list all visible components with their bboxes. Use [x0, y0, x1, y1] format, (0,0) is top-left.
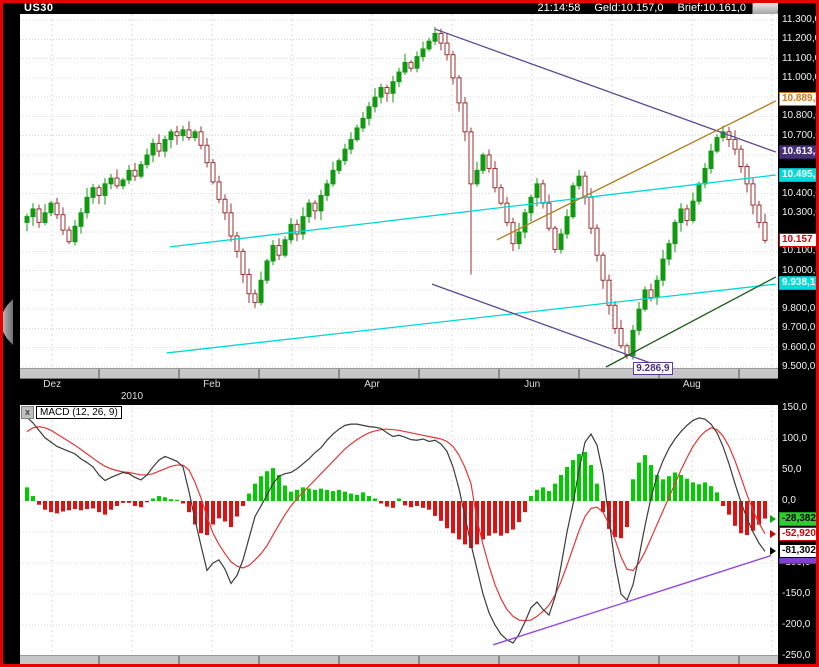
- macd-tick-label: 50,0: [782, 464, 802, 475]
- trendline-purple-downtrend-top: [434, 28, 777, 153]
- marker-arrow-icon: [770, 514, 776, 523]
- month-label: Aug: [682, 379, 701, 390]
- price-tick-label: 11.000,0: [782, 71, 819, 83]
- macd-tick-label: -200,0: [782, 619, 811, 630]
- price-tick-label: 9.600,0: [782, 341, 816, 353]
- marker-arrow-icon: [770, 547, 776, 556]
- price-tick-label: 9.700,0: [782, 322, 816, 334]
- value-marker: -81,3024: [779, 544, 819, 559]
- macd-tick-label: 100,0: [782, 433, 808, 444]
- month-label: Jun: [524, 379, 541, 390]
- close-icon[interactable]: x: [21, 406, 34, 419]
- macd-canvas: [20, 405, 778, 655]
- macd-tick-label: 150,0: [782, 402, 808, 413]
- price-tick-label: 10.100,0: [782, 245, 819, 257]
- macd-tick-label: 0,0: [782, 495, 796, 506]
- year-label: 2010: [120, 391, 144, 402]
- value-marker: -52,9203: [779, 526, 819, 541]
- symbol-title: US30: [24, 2, 54, 14]
- macd-tick-label: -250,0: [782, 650, 811, 661]
- quote-info: 21:14:58 Geld:10.157,0 Brief:10.161,0: [538, 2, 746, 14]
- month-label: Feb: [203, 379, 221, 390]
- value-marker: 10.157: [779, 233, 817, 248]
- price-tick-label: 11.300,0: [782, 14, 819, 25]
- macd-tick-label: -150,0: [782, 588, 811, 599]
- trendline-violet-uptrend: [492, 554, 772, 646]
- macd-legend-label: MACD (12, 26, 9): [36, 406, 122, 419]
- macd-legend: x MACD (12, 26, 9): [21, 406, 122, 419]
- marker-arrow-icon: [770, 529, 776, 538]
- trendline-cyan-channel-upper: [169, 174, 776, 248]
- price-tick-label: 10.400,0: [782, 187, 819, 199]
- main-price-chart[interactable]: [20, 14, 779, 368]
- time-axis: Dez Feb Apr Jun Aug 2010: [20, 377, 778, 403]
- trendline-darkgreen-uptrend: [605, 276, 777, 368]
- price-tick-label: 11.100,0: [782, 52, 819, 64]
- ask-price: Brief:10.161,0: [677, 2, 747, 14]
- price-tick-label: 11.200,0: [782, 33, 819, 45]
- price-tick-label: 9.500,0: [782, 361, 816, 372]
- value-marker: 10.889,4: [779, 92, 819, 107]
- month-label: Dez: [43, 379, 62, 390]
- price-tick-label: 10.300,0: [782, 206, 819, 218]
- trendline-cyan-channel-lower: [166, 283, 776, 354]
- candlestick-canvas: [20, 14, 778, 368]
- value-marker: -28,3821: [779, 511, 819, 526]
- price-tick-label: 10.800,0: [782, 110, 819, 122]
- trendline-purple-downtrend-low: [431, 283, 660, 367]
- main-chart-scrollbar[interactable]: [20, 368, 778, 379]
- clock-time: 21:14:58: [537, 2, 581, 14]
- trendline-orange-uptrend: [496, 100, 777, 241]
- price-tick-label: 10.700,0: [782, 129, 819, 141]
- price-tick-label: 10.000,0: [782, 264, 819, 276]
- macd-indicator-panel[interactable]: [20, 405, 779, 655]
- value-marker: 9.938,1: [779, 275, 819, 290]
- value-marker: 10.495,1: [779, 168, 819, 183]
- trendline-value-tag: 9.286,9: [633, 362, 673, 375]
- macd-scrollbar[interactable]: [20, 655, 778, 665]
- value-marker: 10.613,5: [779, 145, 819, 160]
- price-tick-label: 9.800,0: [782, 303, 816, 315]
- panel-collapse-tab[interactable]: [2, 299, 13, 345]
- bid-price: Geld:10.157,0: [594, 2, 664, 14]
- month-label: Apr: [364, 379, 380, 390]
- chart-titlebar: US30 21:14:58 Geld:10.157,0 Brief:10.161…: [3, 2, 816, 16]
- price-axis: 11.300,0 11.200,0 11.100,0 11.000,0 10.800,0…: [778, 0, 819, 667]
